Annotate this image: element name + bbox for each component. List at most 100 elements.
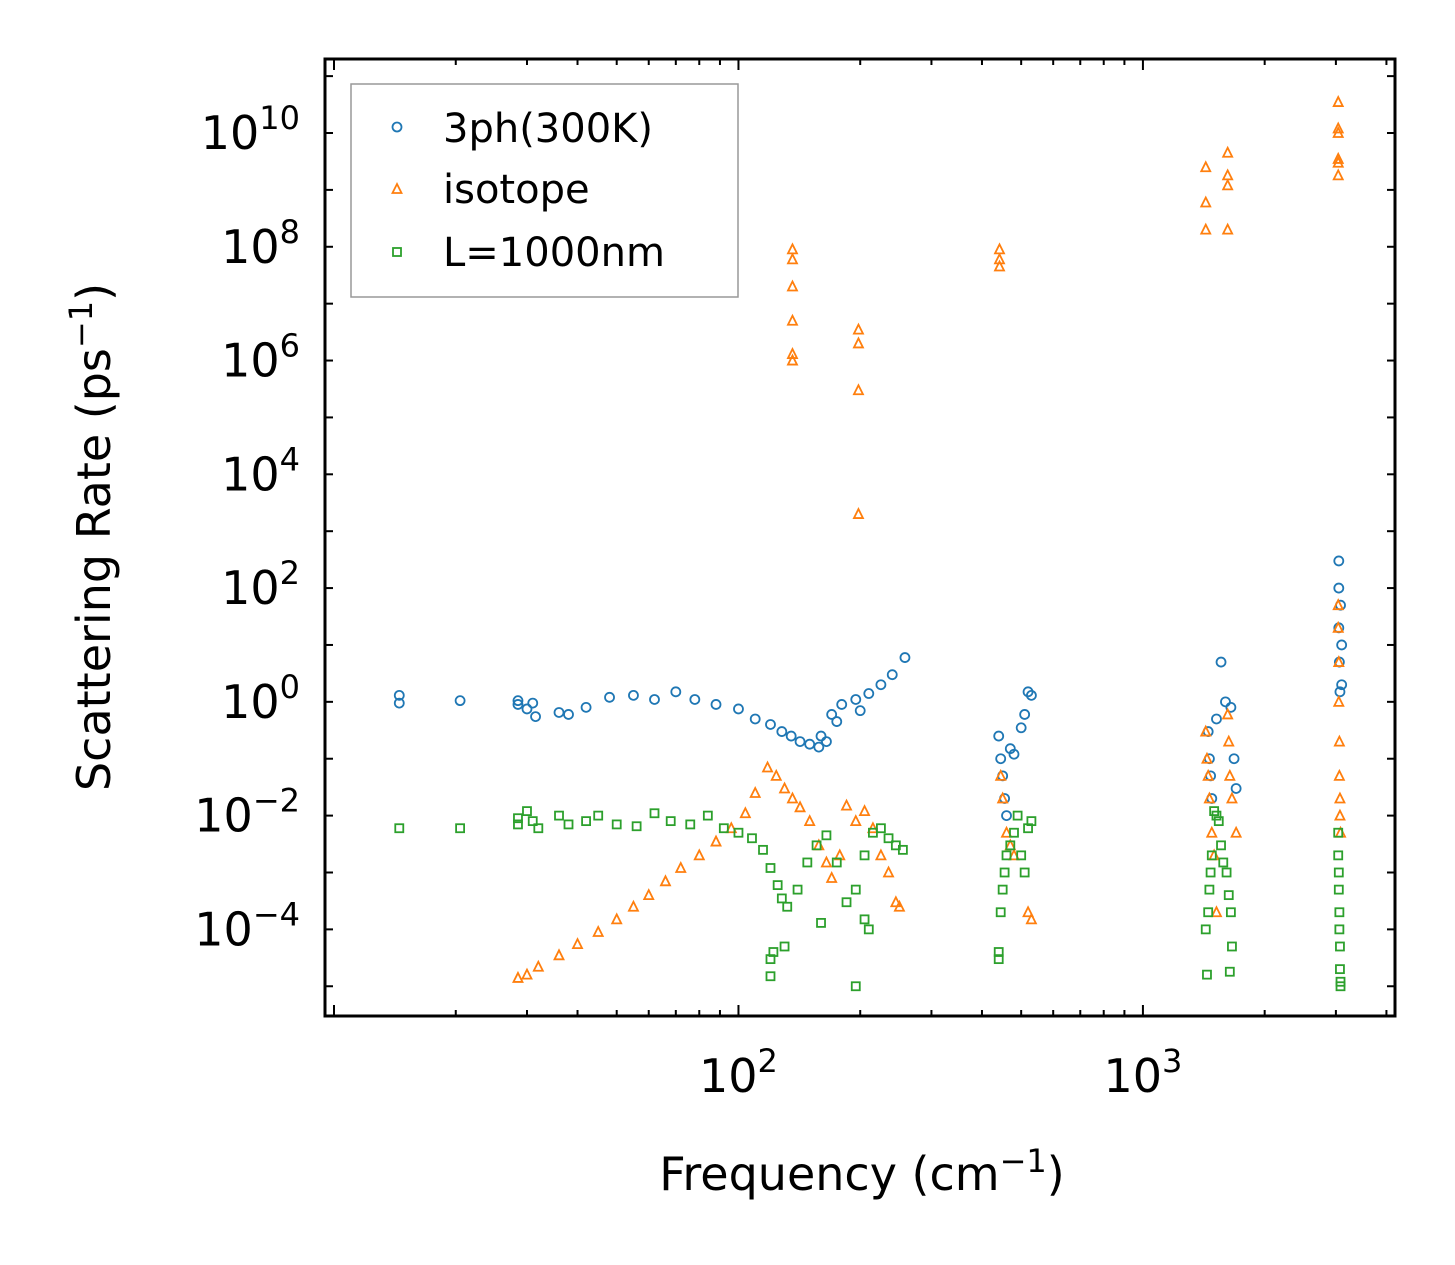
- data-point: [1332, 121, 1345, 134]
- data-point: [899, 652, 911, 663]
- data-point: [685, 819, 696, 830]
- data-point: [765, 863, 776, 873]
- data-point: [1227, 941, 1237, 952]
- data-point: [849, 814, 862, 827]
- data-point: [893, 899, 906, 912]
- data-point: [820, 855, 833, 868]
- data-point: [786, 252, 799, 265]
- data-point: [779, 941, 790, 952]
- data-point: [1008, 848, 1020, 861]
- data-point: [770, 768, 783, 781]
- data-point: [1332, 598, 1345, 611]
- data-point: [1001, 850, 1012, 861]
- legend-marker-isotope: [391, 181, 403, 194]
- data-point: [866, 821, 879, 834]
- data-point: [1334, 686, 1346, 698]
- data-point: [674, 860, 687, 873]
- data-point: [1332, 620, 1345, 633]
- data-point: [1025, 912, 1038, 925]
- data-point: [1335, 981, 1346, 992]
- x-tick-label: 102: [699, 1042, 778, 1103]
- data-point: [702, 810, 713, 821]
- data-point: [522, 806, 532, 817]
- data-point: [1000, 825, 1013, 838]
- data-point: [593, 810, 604, 821]
- data-point: [532, 959, 545, 972]
- plot-frame: [323, 57, 1397, 1018]
- data-point: [649, 808, 660, 819]
- data-point: [1203, 791, 1216, 804]
- data-point: [659, 874, 672, 887]
- data-point: [825, 870, 838, 883]
- data-point: [826, 709, 838, 720]
- data-point: [1335, 964, 1345, 975]
- data-point: [1221, 145, 1234, 158]
- data-point: [852, 507, 865, 519]
- data-point: [859, 850, 870, 861]
- data-point: [1333, 827, 1344, 838]
- data-point: [710, 699, 722, 710]
- data-point: [1333, 808, 1346, 821]
- data-point: [1199, 195, 1212, 208]
- tick-labels: 102 103 10−4 10−2 100 102 104 106 108 1010: [194, 99, 1182, 1103]
- data-point: [803, 814, 816, 827]
- data-point: [563, 819, 574, 830]
- legend-label-3ph: 3ph(300K): [443, 106, 653, 152]
- data-point: [1016, 850, 1027, 861]
- data-point: [1001, 810, 1012, 822]
- data-point: [840, 798, 853, 811]
- data-point: [786, 279, 799, 292]
- data-point: [1225, 701, 1237, 713]
- data-point: [649, 694, 660, 705]
- data-point: [455, 823, 466, 834]
- data-point: [854, 705, 866, 717]
- data-point: [1332, 95, 1345, 107]
- data-points: [393, 95, 1348, 992]
- data-point: [665, 816, 676, 827]
- data-point: [882, 865, 895, 878]
- data-point: [393, 689, 405, 701]
- data-point: [831, 857, 842, 868]
- series-2: [394, 806, 1346, 992]
- data-point: [1213, 816, 1224, 827]
- y-axis-title: Scattering Rate (ps−1): [62, 283, 121, 791]
- legend-label-isotope: isotope: [443, 167, 590, 213]
- data-point: [521, 967, 533, 980]
- data-point: [1225, 791, 1238, 804]
- data-point: [1005, 840, 1016, 851]
- data-point: [1222, 734, 1235, 747]
- data-point: [1202, 768, 1215, 781]
- data-point: [1336, 639, 1348, 651]
- data-point: [1332, 151, 1345, 164]
- data-point: [850, 981, 861, 992]
- data-point: [816, 917, 826, 928]
- data-point: [836, 699, 848, 710]
- data-point: [749, 713, 761, 725]
- data-point: [821, 736, 832, 747]
- data-point: [765, 954, 776, 965]
- data-point: [1211, 713, 1222, 725]
- data-point: [875, 679, 887, 691]
- legend-frame: [350, 83, 739, 298]
- data-point: [627, 899, 640, 912]
- data-point: [758, 844, 768, 855]
- data-point: [1225, 907, 1236, 918]
- data-point: [786, 791, 799, 804]
- y-tick-label: 10−2: [194, 782, 300, 843]
- data-point: [1205, 825, 1218, 838]
- data-point: [1336, 679, 1348, 691]
- data-point: [1221, 178, 1234, 191]
- data-point: [863, 924, 874, 935]
- data-point: [802, 857, 813, 868]
- data-point: [761, 760, 774, 773]
- data-point: [765, 971, 776, 982]
- legend: 3ph(300K) isotope L=1000nm: [350, 83, 739, 298]
- data-point: [863, 688, 875, 699]
- data-point: [512, 695, 524, 707]
- data-point: [1202, 969, 1212, 980]
- data-point: [1022, 905, 1035, 918]
- legend-label-boundary: L=1000nm: [443, 230, 665, 276]
- data-point: [841, 897, 852, 908]
- data-point: [1009, 827, 1019, 838]
- data-point: [563, 709, 574, 720]
